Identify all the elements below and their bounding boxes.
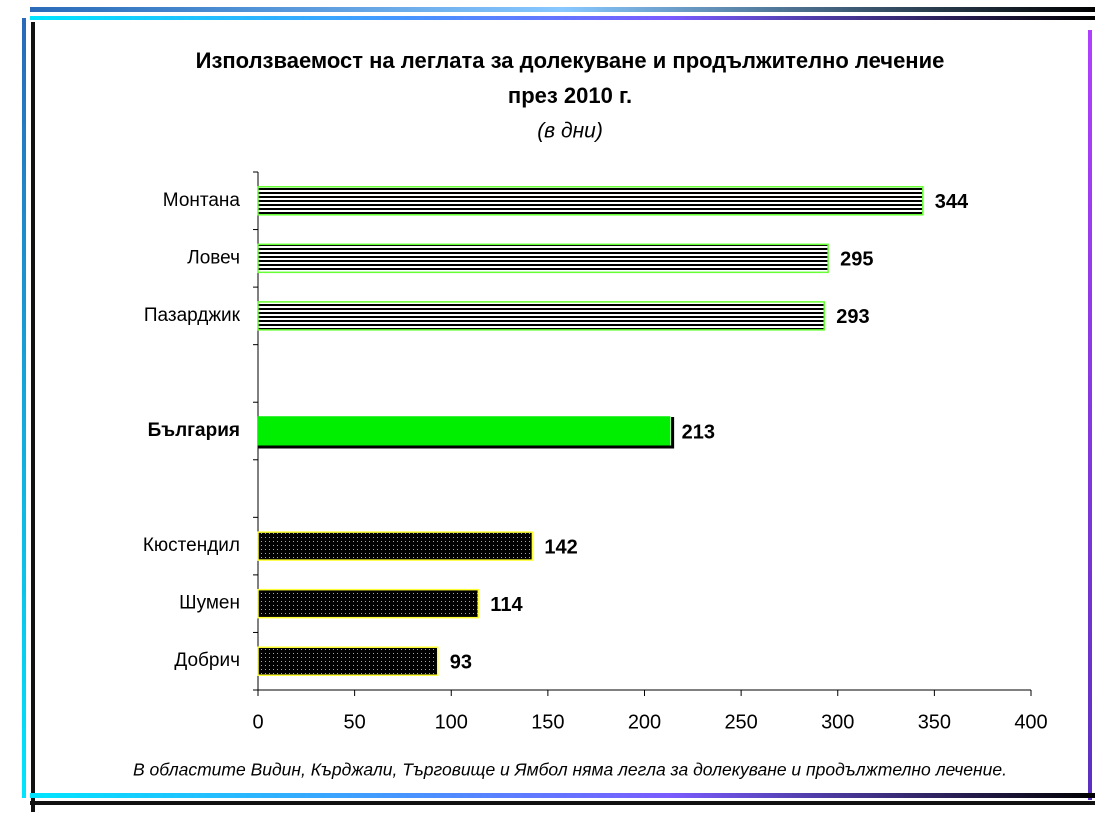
y-tick-label: Пазарджик xyxy=(144,305,241,326)
x-tick-label: 300 xyxy=(821,711,854,733)
bar-shadow xyxy=(258,417,675,449)
x-tick-label: 200 xyxy=(628,711,661,733)
bar xyxy=(257,243,829,274)
x-tick-label: 250 xyxy=(724,711,757,733)
bar xyxy=(257,588,480,619)
x-tick-label: 0 xyxy=(252,711,263,733)
x-tick-label: 100 xyxy=(435,711,468,733)
y-tick-label: Кюстендил xyxy=(143,535,240,556)
y-tick-label: Ловеч xyxy=(187,247,240,268)
bar xyxy=(257,301,825,331)
frame xyxy=(22,7,1095,812)
chart-title: Използваемост на леглата за долекуване и… xyxy=(196,48,945,73)
y-tick-label: България xyxy=(148,420,240,441)
x-tick-label: 50 xyxy=(344,711,366,733)
y-tick-label: Монтана xyxy=(163,190,241,211)
bar xyxy=(257,186,924,216)
y-tick-label: Добрич xyxy=(174,650,240,671)
note: В областите Видин, Кърджали, Търговище и… xyxy=(133,760,1007,780)
value-label: 93 xyxy=(450,652,472,674)
x-tick-label: 150 xyxy=(531,711,564,733)
y-tick-label: Шумен xyxy=(179,593,240,614)
value-label: 295 xyxy=(840,249,873,271)
bar xyxy=(257,416,671,446)
value-label: 293 xyxy=(836,306,869,328)
bar xyxy=(257,531,534,561)
bar xyxy=(257,646,439,676)
value-label: 114 xyxy=(490,594,523,616)
chart-subtitle: (в дни) xyxy=(537,120,603,143)
value-label: 142 xyxy=(544,536,577,558)
value-label: 344 xyxy=(935,191,969,213)
chart-title: през 2010 г. xyxy=(508,83,632,108)
value-label: 213 xyxy=(682,421,715,443)
x-tick-label: 400 xyxy=(1014,711,1047,733)
x-tick-label: 350 xyxy=(918,711,951,733)
